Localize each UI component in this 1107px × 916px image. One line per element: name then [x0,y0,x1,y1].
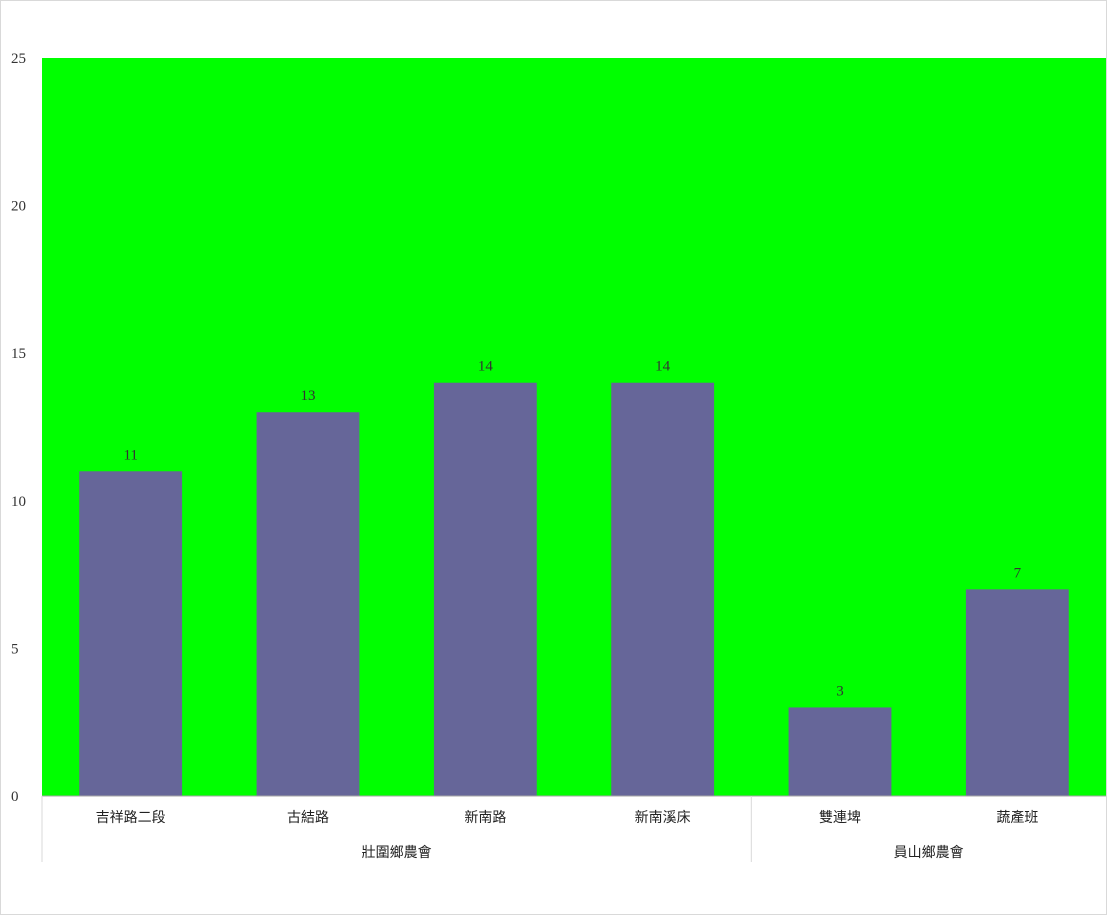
data-label: 7 [1014,565,1022,581]
bar [79,471,183,796]
x-tick-label: 蔬產班 [996,809,1038,826]
x-tick-label: 古結路 [287,810,329,826]
x-tick-label: 新南溪床 [635,810,691,826]
bar [433,382,537,796]
x-tick-label: 吉祥路二段 [96,810,166,826]
y-tick-label: 15 [11,346,26,362]
y-tick-label: 25 [11,51,26,67]
data-label: 14 [655,359,671,375]
x-tick-label: 新南路 [464,810,506,826]
x-axis-categories: 吉祥路二段 古結路 新南路 新南溪床 雙連埤 蔬產班 [96,809,1039,826]
y-tick-label: 10 [11,494,26,510]
data-label: 11 [123,447,137,463]
y-axis-ticks: 0 5 10 15 20 25 [11,51,26,805]
bar [965,589,1069,796]
bars [79,382,1069,796]
x-tick-label: 雙連埤 [819,810,861,826]
bar [788,707,892,796]
x-axis-groups: 壯圍鄉農會 員山鄉農會 [41,796,964,862]
data-labels: 11 13 14 14 3 7 [123,359,1021,700]
data-label: 3 [836,683,844,699]
x-group-label: 壯圍鄉農會 [362,845,432,861]
bar [256,412,360,796]
data-label: 13 [301,388,316,404]
y-tick-label: 0 [11,789,19,805]
bar [611,382,715,796]
data-label: 14 [478,359,494,375]
y-tick-label: 5 [11,641,19,657]
y-tick-label: 20 [11,199,26,215]
plot-background [42,58,1106,796]
x-group-label: 員山鄉農會 [894,845,964,861]
